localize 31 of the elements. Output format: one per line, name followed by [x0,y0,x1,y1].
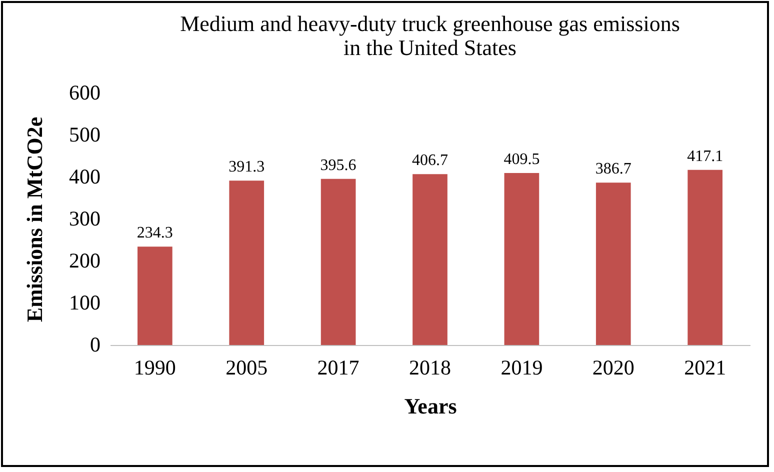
x-tick-label: 2019 [500,356,543,380]
bar [138,246,172,345]
data-label: 417.1 [687,148,724,165]
y-tick-label: 100 [69,290,100,314]
x-tick-label: 2020 [592,356,634,380]
x-axis-title: Years [404,394,458,418]
y-tick-label: 200 [69,248,100,272]
x-tick-label: 2018 [409,356,451,380]
data-label: 406.7 [412,152,448,170]
data-label: 395.6 [320,156,356,174]
bar [688,170,722,345]
data-label: 391.3 [228,158,265,176]
y-tick-label: 600 [69,80,100,104]
x-tick-label: 2005 [226,356,268,380]
bar [596,182,631,345]
data-label: 234.3 [136,224,173,242]
y-tick-label: 500 [69,122,100,146]
y-axis-title: Emissions in MtCO2e [22,116,47,322]
y-tick-label: 0 [90,332,100,356]
bar [229,180,264,345]
y-tick-label: 300 [69,206,100,230]
x-tick-label: 1990 [134,356,176,380]
bar [504,173,540,345]
chart-title: Medium and heavy-duty truck greenhouse gas emissions in the United States [180,11,680,60]
bar [412,174,448,345]
x-tick-label: 2021 [684,356,726,380]
y-tick-label: 400 [69,164,100,188]
data-label: 386.7 [595,160,632,178]
data-label: 409.5 [504,151,540,168]
bar [320,178,356,345]
x-tick-label: 2017 [317,356,360,380]
